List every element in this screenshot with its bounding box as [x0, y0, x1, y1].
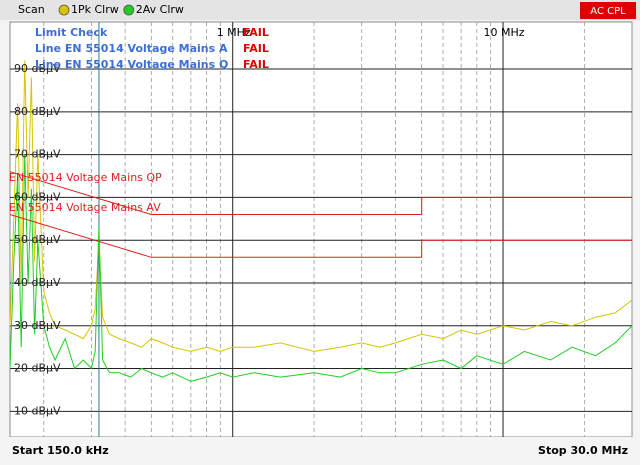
trace	[9, 60, 633, 352]
y-tick-label: 90 dBµV	[14, 62, 61, 75]
trace	[9, 154, 633, 382]
footer-bar	[0, 437, 640, 465]
header-bar	[0, 0, 640, 20]
legend-label: 1Pk Clrw	[71, 3, 119, 16]
limit-check-label: Line EN 55014 Voltage Mains A	[35, 42, 228, 55]
start-label: Start 150.0 kHz	[12, 444, 109, 457]
legend-label: 2Av Clrw	[136, 3, 184, 16]
y-tick-label: 50 dBµV	[14, 233, 61, 246]
stop-label: Stop 30.0 MHz	[538, 444, 628, 457]
limit-check-result: FAIL	[243, 58, 269, 71]
coupling-label: AC CPL	[590, 6, 626, 17]
limit-line	[9, 214, 632, 258]
x-tick-label: 10 MHz	[484, 26, 525, 39]
limit-check-result: FAIL	[243, 26, 269, 39]
y-tick-label: 20 dBµV	[14, 362, 61, 375]
limit-line	[9, 171, 632, 215]
y-tick-label: 60 dBµV	[14, 190, 61, 203]
limit-check-label: Limit Check	[35, 26, 108, 39]
traces	[9, 22, 633, 437]
limit-check-result: FAIL	[243, 42, 269, 55]
limit-line-label: EN 55014 Voltage Mains AV	[9, 201, 161, 214]
grid	[10, 22, 633, 437]
legend-swatch	[123, 4, 135, 16]
mode-label: Scan	[18, 3, 45, 16]
y-tick-label: 70 dBµV	[14, 148, 61, 161]
labels: 1 MHz 10 MHz 10 dBµV 20 dBµV 30 dBµV 40 dBµV 5…	[9, 26, 525, 417]
y-tick-label: 40 dBµV	[14, 276, 61, 289]
y-tick-label: 10 dBµV	[14, 404, 61, 417]
x-tick-label: 1 MHz	[217, 26, 251, 39]
plot-area	[9, 21, 633, 438]
y-tick-label: 80 dBµV	[14, 105, 61, 118]
legend-swatch	[58, 4, 70, 16]
limit-line-label: EN 55014 Voltage Mains QP	[9, 171, 162, 184]
limit-check-label: Line EN 55014 Voltage Mains Q	[35, 58, 228, 71]
coupling-box	[580, 2, 636, 19]
y-tick-label: 30 dBµV	[14, 319, 61, 332]
